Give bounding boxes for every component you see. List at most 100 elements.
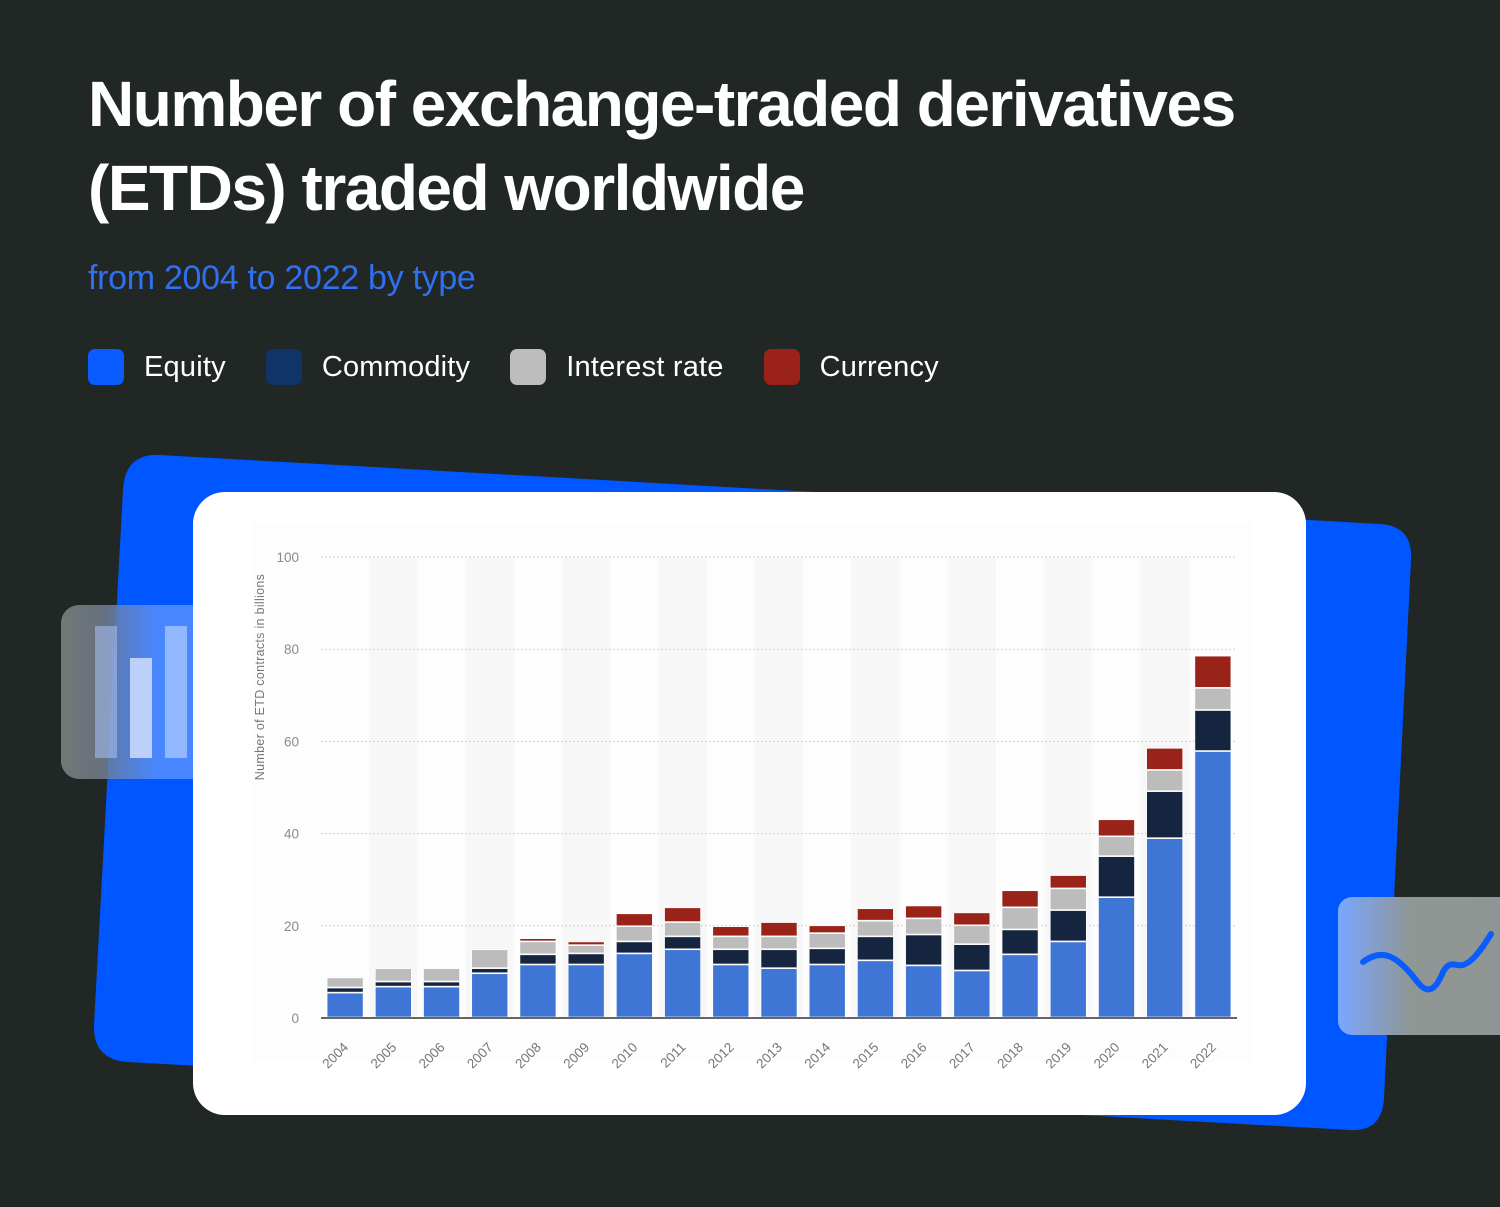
commodity-segment [712, 949, 750, 965]
interest-rate-segment [808, 933, 846, 949]
commodity-segment [664, 936, 701, 950]
legend-swatch-commodity [265, 349, 302, 385]
x-tick-label: 2004 [319, 1039, 351, 1071]
commodity-segment [1194, 710, 1232, 751]
legend-swatch-currency [763, 349, 800, 385]
commodity-segment [326, 987, 364, 993]
y-tick-label: 0 [291, 1011, 299, 1026]
currency-segment [760, 922, 798, 937]
interest-rate-segment [1001, 907, 1039, 930]
commodity-segment [760, 949, 798, 968]
x-tick-label: 2007 [464, 1040, 496, 1072]
commodity-segment [953, 944, 991, 971]
wave-line-icon [1360, 931, 1494, 993]
chart-card: 0 20 40 60 80 100 2004 2005 2006 2007 2008 2009 2010… [193, 492, 1306, 1115]
interest-rate-segment [567, 945, 605, 954]
interest-rate-segment [953, 925, 991, 945]
currency-segment [664, 907, 701, 922]
equity-segment [1001, 954, 1039, 1018]
currency-segment [1146, 748, 1183, 770]
currency-segment [953, 912, 991, 926]
legend-item-currency: Currency [763, 349, 939, 385]
currency-segment [712, 926, 750, 937]
equity-segment [471, 973, 509, 1018]
legend-item-interest-rate: Interest rate [510, 349, 723, 385]
commodity-segment [375, 981, 412, 987]
currency-segment [857, 908, 894, 921]
y-tick-label: 40 [284, 827, 299, 842]
x-tick-label: 2018 [994, 1040, 1026, 1072]
equity-segment [519, 964, 557, 1018]
currency-segment [1001, 890, 1039, 908]
x-tick-label: 2020 [1091, 1040, 1123, 1072]
y-tick-label: 20 [284, 919, 299, 934]
currency-segment [1194, 655, 1232, 688]
interest-rate-segment [905, 918, 942, 935]
equity-segment [1194, 751, 1232, 1018]
interest-rate-segment [326, 977, 364, 988]
legend-label: Currency [819, 350, 939, 383]
page-title: Number of exchange-traded derivatives (E… [88, 68, 1236, 224]
equity-segment [423, 986, 460, 1018]
x-tick-label: 2021 [1139, 1040, 1171, 1072]
currency-segment [905, 905, 942, 919]
interest-rate-segment [616, 926, 653, 942]
x-tick-label: 2019 [1043, 1040, 1075, 1072]
legend-item-equity: Equity [88, 349, 226, 385]
equity-segment [567, 964, 605, 1018]
currency-segment [1049, 875, 1087, 889]
x-tick-label: 2009 [560, 1040, 592, 1072]
equity-segment [1146, 838, 1183, 1018]
commodity-segment [857, 936, 894, 961]
equity-segment [905, 965, 942, 1018]
equity-segment [375, 986, 412, 1018]
legend-label: Commodity [321, 350, 471, 383]
legend-swatch-equity [88, 349, 124, 385]
commodity-segment [905, 934, 942, 966]
commodity-segment [1146, 791, 1183, 838]
interest-rate-segment [1098, 836, 1135, 856]
interest-rate-segment [760, 936, 798, 950]
equity-segment [664, 949, 701, 1018]
commodity-segment [471, 968, 509, 974]
interest-rate-segment [471, 949, 509, 968]
x-tick-label: 2014 [801, 1039, 833, 1071]
wave-line-badge [1338, 897, 1500, 1035]
commodity-segment [567, 953, 605, 965]
commodity-segment [1098, 856, 1135, 897]
currency-segment [1098, 819, 1135, 837]
equity-segment [712, 964, 750, 1018]
currency-segment [567, 941, 605, 945]
interest-rate-segment [857, 920, 894, 937]
y-tick-label: 60 [284, 734, 299, 749]
x-tick-label: 2006 [416, 1040, 448, 1072]
x-tick-label: 2008 [512, 1040, 544, 1072]
interest-rate-segment [375, 968, 412, 982]
commodity-segment [1049, 910, 1087, 942]
interest-rate-segment [423, 968, 460, 982]
bar-chart-icon-bar [165, 626, 187, 758]
currency-segment [519, 938, 557, 942]
commodity-segment [519, 954, 557, 965]
x-tick-label: 2012 [705, 1040, 737, 1072]
interest-rate-segment [1194, 688, 1232, 710]
x-tick-label: 2015 [850, 1040, 882, 1072]
y-axis-label: Number of ETD contracts in billions [253, 573, 267, 781]
x-tick-label: 2013 [753, 1040, 785, 1072]
interest-rate-segment [712, 936, 750, 950]
legend-swatch-interest-rate [510, 349, 547, 385]
equity-segment [1098, 897, 1135, 1018]
interest-rate-segment [1049, 888, 1087, 910]
y-tick-label: 80 [284, 642, 299, 657]
x-tick-label: 2017 [946, 1040, 978, 1072]
equity-segment [808, 964, 846, 1018]
interest-rate-segment [1146, 770, 1183, 791]
legend-item-commodity: Commodity [265, 349, 471, 385]
equity-segment [326, 992, 364, 1018]
commodity-segment [423, 981, 460, 987]
stacked-bar-chart: 0 20 40 60 80 100 2004 2005 2006 2007 2008 2009 2010… [276, 550, 1237, 1072]
legend-label: Interest rate [566, 350, 724, 383]
x-tick-label: 2005 [368, 1040, 400, 1072]
equity-segment [1049, 941, 1087, 1018]
interest-rate-segment [519, 941, 557, 955]
